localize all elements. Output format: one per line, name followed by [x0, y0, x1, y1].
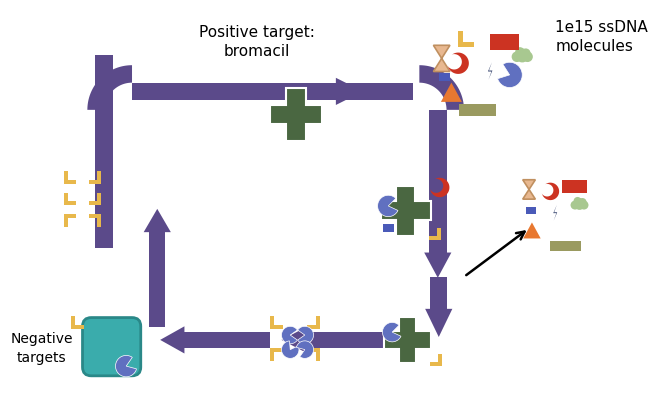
Text: 1e15 ssDNA
molecules: 1e15 ssDNA molecules	[555, 20, 648, 54]
Polygon shape	[336, 79, 363, 106]
Bar	[459, 105, 496, 117]
Circle shape	[515, 49, 529, 63]
Wedge shape	[382, 323, 401, 342]
Wedge shape	[497, 63, 522, 88]
Polygon shape	[64, 193, 76, 206]
Polygon shape	[434, 46, 450, 72]
Polygon shape	[420, 66, 464, 110]
Polygon shape	[523, 223, 541, 239]
Polygon shape	[424, 253, 452, 278]
Circle shape	[521, 49, 531, 59]
Bar	[562, 180, 587, 194]
Bar	[430, 277, 448, 311]
Polygon shape	[89, 193, 102, 206]
Circle shape	[522, 52, 533, 63]
Polygon shape	[271, 348, 283, 361]
Text: Positive target:
bromacil: Positive target: bromacil	[200, 25, 315, 59]
Bar	[306, 333, 410, 348]
Polygon shape	[144, 209, 171, 233]
Polygon shape	[307, 348, 320, 361]
Polygon shape	[542, 183, 559, 201]
Polygon shape	[271, 316, 283, 329]
Polygon shape	[430, 178, 450, 198]
Wedge shape	[298, 326, 313, 344]
Wedge shape	[281, 341, 299, 358]
Bar	[132, 83, 336, 101]
Polygon shape	[87, 66, 132, 110]
Circle shape	[574, 199, 585, 210]
Polygon shape	[384, 317, 431, 363]
Polygon shape	[458, 31, 474, 48]
Polygon shape	[448, 54, 469, 75]
Bar	[526, 208, 536, 215]
Polygon shape	[71, 316, 84, 329]
Polygon shape	[64, 172, 76, 184]
Bar	[340, 83, 412, 101]
Circle shape	[511, 52, 522, 63]
Polygon shape	[553, 205, 557, 221]
Circle shape	[579, 198, 587, 207]
Bar	[150, 231, 165, 328]
Polygon shape	[428, 228, 441, 241]
Polygon shape	[64, 215, 76, 227]
Bar	[551, 241, 581, 251]
Bar	[383, 225, 394, 233]
Polygon shape	[307, 316, 320, 329]
Circle shape	[573, 198, 582, 206]
Polygon shape	[441, 83, 462, 103]
Polygon shape	[523, 180, 535, 200]
Polygon shape	[89, 172, 102, 184]
Wedge shape	[378, 196, 398, 217]
Polygon shape	[89, 215, 102, 227]
Bar	[440, 74, 450, 81]
Bar	[490, 34, 519, 51]
Wedge shape	[281, 326, 297, 344]
Polygon shape	[281, 326, 308, 354]
Polygon shape	[430, 355, 442, 366]
FancyBboxPatch shape	[82, 318, 141, 376]
Circle shape	[515, 48, 525, 58]
Circle shape	[571, 201, 579, 210]
Polygon shape	[380, 186, 431, 236]
Polygon shape	[425, 309, 452, 337]
Wedge shape	[116, 355, 136, 377]
Bar	[429, 110, 446, 253]
Bar	[95, 56, 112, 248]
Polygon shape	[488, 63, 492, 81]
Bar	[182, 333, 270, 348]
Text: Negative
targets: Negative targets	[11, 332, 73, 364]
Wedge shape	[297, 341, 313, 358]
Circle shape	[579, 201, 589, 210]
Polygon shape	[270, 89, 323, 142]
Polygon shape	[160, 326, 184, 354]
